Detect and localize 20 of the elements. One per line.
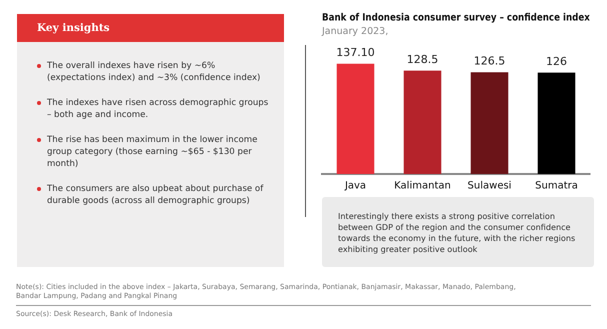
- bar: [470, 72, 508, 174]
- text: The overall indexes have risen by ~6% (expectations index) and ~3% (confidence index): [47, 61, 260, 83]
- text: The consumers are also upbeat about purchase of durable goods (across all demographic groups): [47, 184, 264, 206]
- bar: [336, 64, 374, 174]
- data-label: 128.5: [406, 53, 438, 66]
- bar: [538, 72, 576, 174]
- bar: [404, 70, 442, 174]
- data-label: 126: [546, 55, 567, 68]
- text: Key insights: [17, 14, 284, 42]
- chart-title: Bank of Indonesia consumer survey – confidence index: [322, 12, 590, 24]
- data-label: 137.10: [336, 46, 375, 60]
- text: The indexes have risen across demographic groups – both age and income.: [47, 98, 268, 120]
- x-tick-label: Java: [344, 180, 366, 192]
- x-tick-label: Sumatra: [535, 180, 578, 192]
- chart-subtitle: January 2023,: [321, 26, 388, 38]
- x-tick-label: Sulawesi: [468, 180, 512, 192]
- text: Interestingly there exists a strong positive correlation between GDP of the region and the consumer confidence towards the economy in the future, with the richer regions exhibiting greater positive outlook: [322, 197, 594, 267]
- data-label: 126.5: [474, 54, 506, 68]
- x-tick-label: Kalimantan: [394, 180, 451, 192]
- text: The rise has been maximum in the lower income group category (those earning ~$65 - $130 per month): [47, 135, 258, 169]
